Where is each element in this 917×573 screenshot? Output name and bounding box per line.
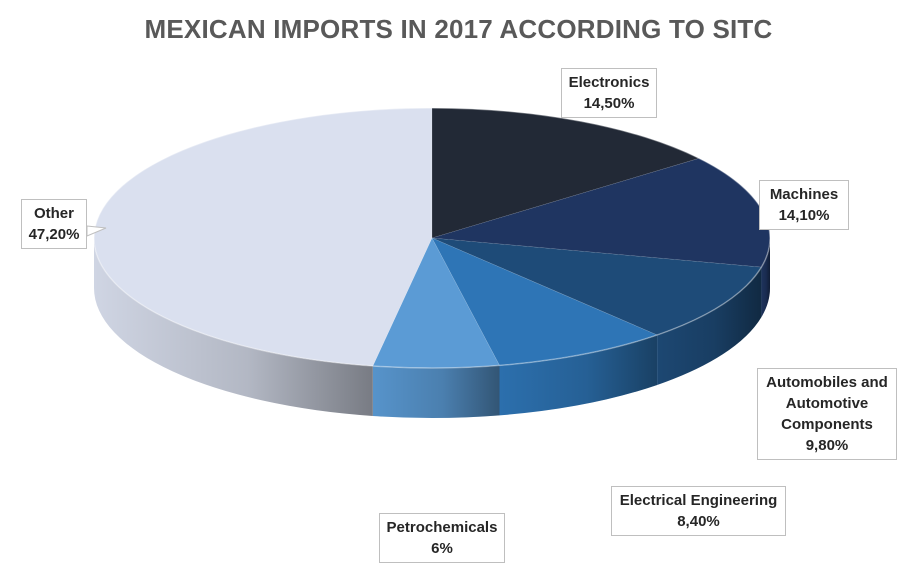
data-label-name: Machines bbox=[769, 186, 839, 203]
data-label-value: 9,80% bbox=[805, 437, 849, 454]
pie-tops bbox=[93, 107, 771, 369]
data-label-name: Petrochemicals bbox=[386, 519, 498, 536]
callout-pointer bbox=[86, 225, 107, 237]
slice-electrical-engineering[interactable] bbox=[431, 237, 658, 366]
pie-rim bbox=[93, 107, 771, 369]
slice-side-shade bbox=[499, 334, 658, 416]
slice-side-shade bbox=[372, 365, 500, 418]
data-label-name: Automobiles and Automotive Components bbox=[766, 374, 888, 433]
data-label-name: Electronics bbox=[568, 74, 650, 91]
slice-side-shade bbox=[761, 238, 770, 318]
slice-side-shade bbox=[657, 267, 762, 385]
data-label-machines: Machines 14,10% bbox=[759, 180, 849, 230]
data-label-value: 6% bbox=[431, 540, 453, 557]
data-label-other: Other 47,20% bbox=[21, 199, 87, 249]
data-label-name: Other bbox=[33, 205, 74, 222]
data-label-value: 14,50% bbox=[583, 95, 635, 112]
data-label-value: 14,10% bbox=[778, 207, 830, 224]
data-label-electronics: Electronics 14,50% bbox=[561, 68, 657, 118]
data-label-value: 8,40% bbox=[677, 513, 720, 530]
data-label-value: 47,20% bbox=[28, 226, 80, 243]
data-label-automobiles-and-automotive-components: Automobiles and Automotive Components 9,8… bbox=[757, 368, 897, 460]
slice-side-shade bbox=[94, 238, 373, 416]
slice-petrochemicals[interactable] bbox=[372, 237, 500, 369]
slice-electronics[interactable] bbox=[431, 107, 700, 239]
data-label-petrochemicals: Petrochemicals 6% bbox=[379, 513, 505, 563]
pie-sides bbox=[94, 238, 770, 418]
chart-title: MEXICAN IMPORTS IN 2017 ACCORDING TO SIT… bbox=[144, 14, 773, 44]
callout-leaders bbox=[86, 225, 107, 237]
data-label-electrical-engineering: Electrical Engineering 8,40% bbox=[611, 486, 786, 536]
slice-automobiles-and-automotive-components[interactable] bbox=[431, 237, 762, 336]
data-label-name: Electrical Engineering bbox=[619, 492, 778, 509]
